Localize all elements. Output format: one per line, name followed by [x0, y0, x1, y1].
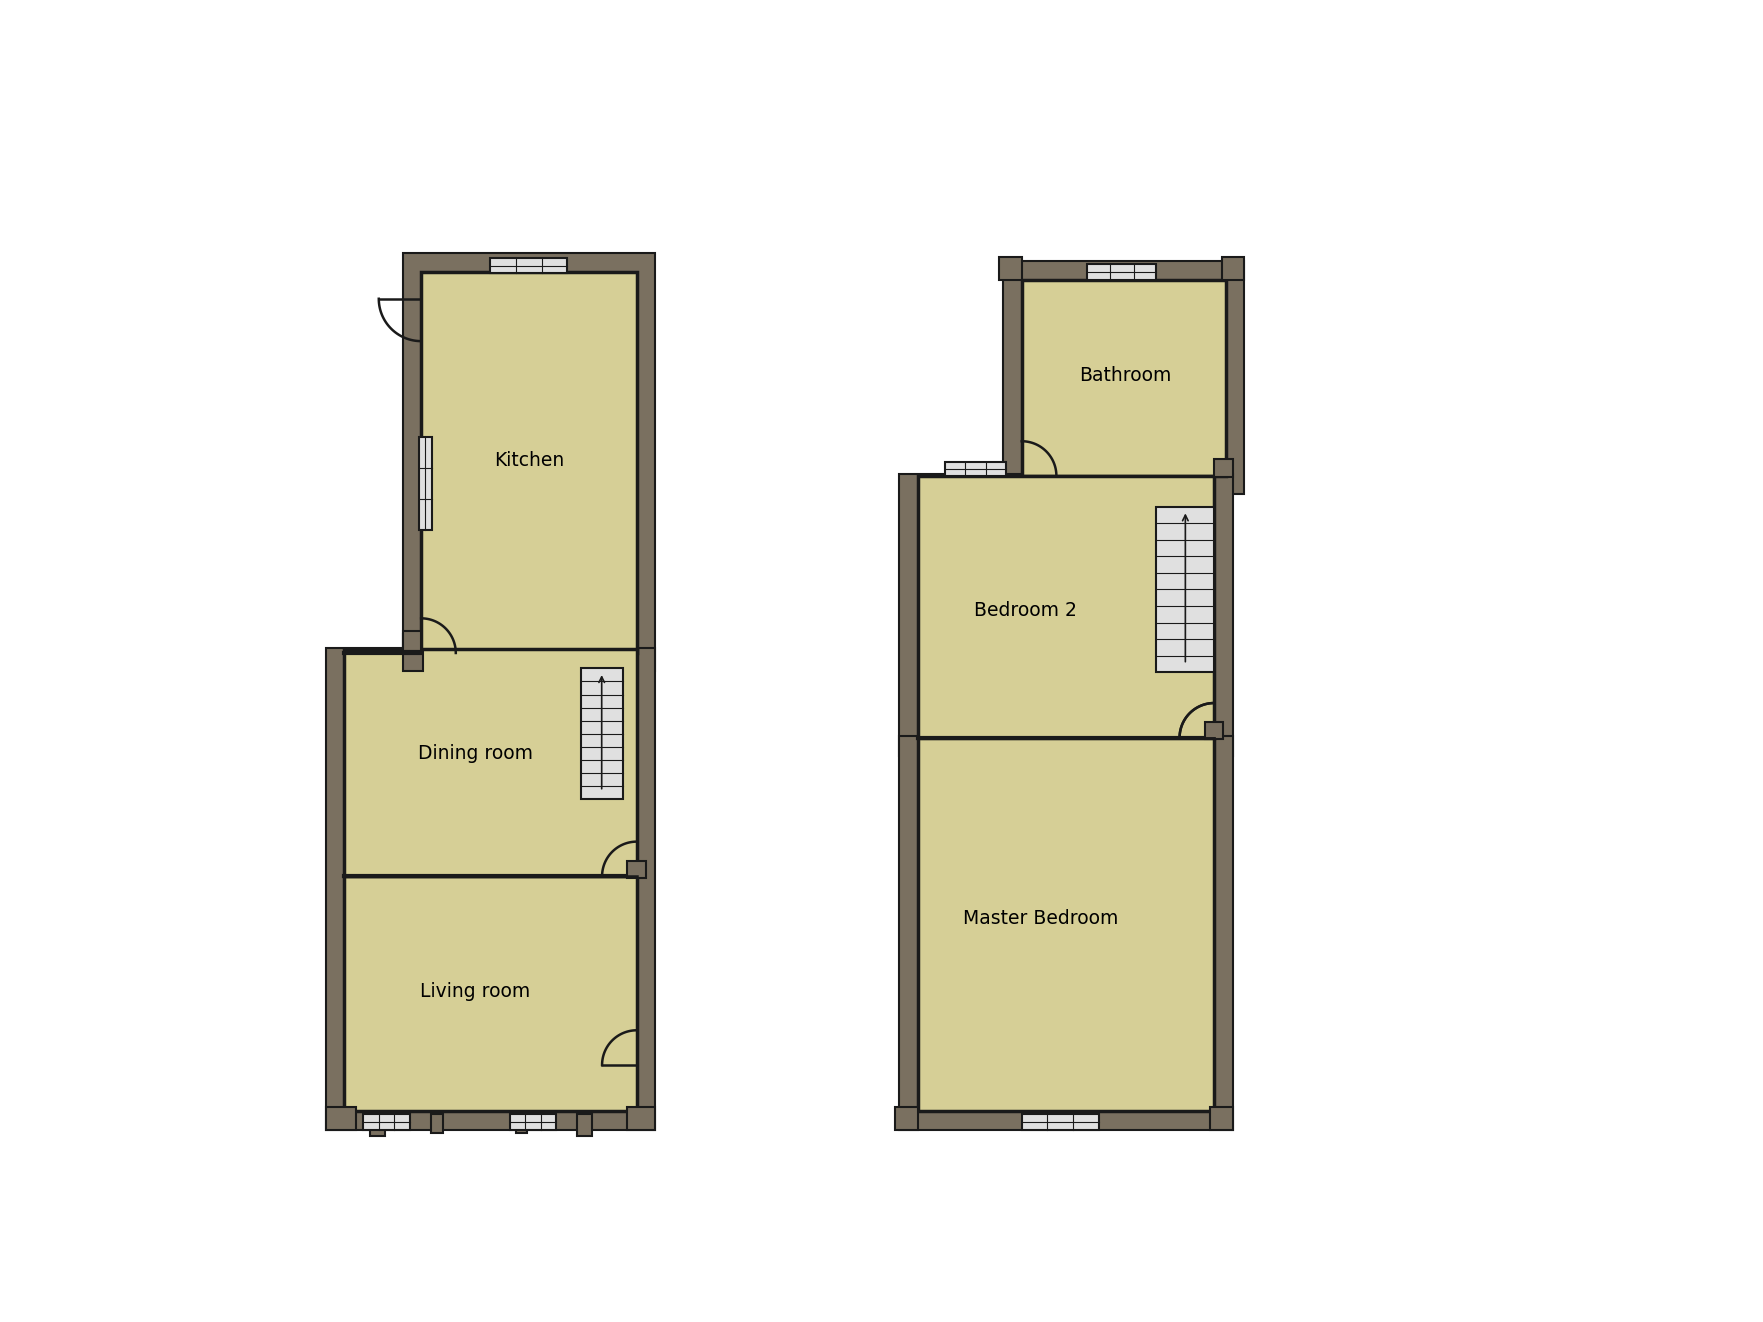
- Bar: [899, 475, 1232, 756]
- Bar: [510, 1114, 555, 1129]
- Bar: [919, 738, 1215, 1110]
- Bar: [490, 258, 568, 274]
- Bar: [1000, 258, 1023, 279]
- Bar: [363, 1114, 409, 1129]
- Text: Dining room: Dining room: [418, 743, 532, 763]
- Bar: [517, 1114, 527, 1133]
- Bar: [945, 461, 1007, 476]
- Bar: [370, 1114, 384, 1136]
- Bar: [326, 1108, 356, 1129]
- Text: Kitchen: Kitchen: [494, 451, 564, 471]
- Bar: [919, 476, 1215, 738]
- Text: Bedroom 2: Bedroom 2: [975, 602, 1077, 620]
- Bar: [1204, 722, 1224, 739]
- Bar: [402, 633, 421, 653]
- Bar: [421, 272, 636, 653]
- Text: Master Bedroom: Master Bedroom: [963, 910, 1120, 928]
- Bar: [1023, 1114, 1098, 1129]
- Bar: [1003, 260, 1245, 494]
- Bar: [402, 652, 423, 672]
- Bar: [1215, 459, 1232, 477]
- Bar: [1088, 264, 1157, 279]
- Bar: [577, 1114, 592, 1136]
- Bar: [628, 861, 645, 878]
- Bar: [628, 1108, 656, 1129]
- Bar: [420, 438, 432, 530]
- Text: Living room: Living room: [420, 982, 531, 1001]
- Bar: [344, 876, 636, 1110]
- Bar: [1023, 279, 1225, 476]
- Bar: [1211, 1108, 1232, 1129]
- Bar: [899, 736, 1232, 1129]
- Bar: [402, 632, 421, 650]
- Bar: [344, 649, 636, 876]
- Bar: [432, 1114, 443, 1133]
- Bar: [1222, 258, 1245, 279]
- Bar: [344, 649, 636, 1110]
- Bar: [326, 648, 656, 1129]
- Bar: [1157, 506, 1215, 672]
- Bar: [402, 254, 656, 672]
- Bar: [580, 669, 622, 800]
- Bar: [896, 1108, 919, 1129]
- Text: Bathroom: Bathroom: [1079, 366, 1172, 385]
